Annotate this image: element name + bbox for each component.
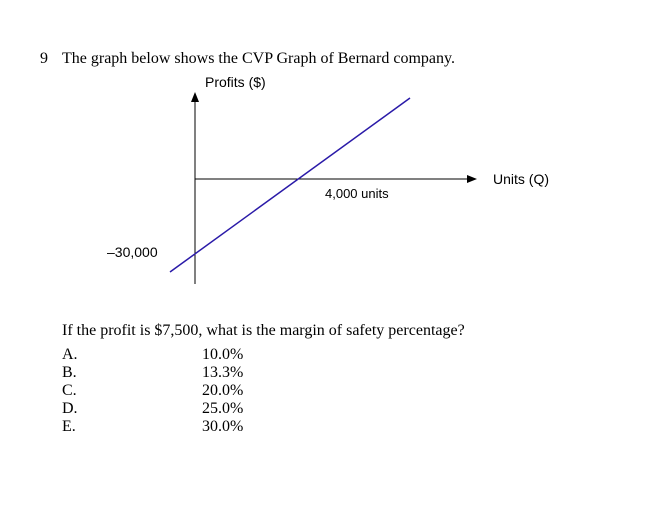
choice-letter: B.	[62, 364, 202, 382]
profit-line	[170, 98, 410, 272]
question-block: 9 The graph below shows the CVP Graph of…	[40, 50, 608, 436]
choice-d: D. 25.0%	[62, 400, 608, 418]
y-axis-arrowhead	[191, 92, 199, 102]
choice-text: 13.3%	[202, 364, 243, 382]
choice-e: E. 30.0%	[62, 418, 608, 436]
choice-text: 10.0%	[202, 346, 243, 364]
choice-text: 25.0%	[202, 400, 243, 418]
choice-b: B. 13.3%	[62, 364, 608, 382]
x-axis-arrowhead	[467, 175, 477, 183]
question-number: 9	[40, 50, 62, 68]
choice-letter: E.	[62, 418, 202, 436]
question-body: The graph below shows the CVP Graph of B…	[62, 50, 608, 436]
question-page: 9 The graph below shows the CVP Graph of…	[0, 0, 648, 436]
choice-letter: A.	[62, 346, 202, 364]
cvp-chart: Profits ($) Units (Q) 4,000 units –30,00…	[115, 74, 555, 304]
choice-text: 20.0%	[202, 382, 243, 400]
choice-letter: D.	[62, 400, 202, 418]
choice-letter: C.	[62, 382, 202, 400]
choice-c: C. 20.0%	[62, 382, 608, 400]
question-prompt: The graph below shows the CVP Graph of B…	[62, 50, 608, 68]
chart-svg	[115, 74, 555, 304]
choice-a: A. 10.0%	[62, 346, 608, 364]
answer-choices: A. 10.0% B. 13.3% C. 20.0% D. 25.0% E.	[62, 346, 608, 436]
question-followup: If the profit is $7,500, what is the mar…	[62, 322, 608, 340]
choice-text: 30.0%	[202, 418, 243, 436]
